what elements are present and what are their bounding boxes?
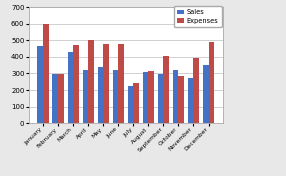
- Bar: [88, 40, 94, 123]
- Bar: [143, 72, 148, 123]
- Bar: [208, 42, 214, 123]
- Bar: [83, 70, 88, 123]
- Bar: [133, 83, 139, 123]
- Bar: [37, 46, 43, 123]
- Bar: [173, 70, 178, 123]
- Bar: [188, 78, 194, 123]
- Bar: [58, 74, 64, 123]
- Bar: [194, 58, 199, 123]
- Bar: [43, 24, 49, 123]
- Legend: Sales, Expenses: Sales, Expenses: [174, 6, 222, 27]
- Bar: [178, 76, 184, 123]
- Bar: [148, 71, 154, 123]
- Bar: [118, 44, 124, 123]
- Bar: [98, 67, 103, 123]
- Bar: [67, 52, 73, 123]
- Bar: [158, 74, 163, 123]
- Bar: [128, 86, 133, 123]
- Bar: [203, 65, 208, 123]
- Bar: [113, 70, 118, 123]
- Bar: [73, 45, 79, 123]
- Bar: [103, 44, 109, 123]
- Bar: [52, 74, 58, 123]
- Bar: [163, 56, 169, 123]
